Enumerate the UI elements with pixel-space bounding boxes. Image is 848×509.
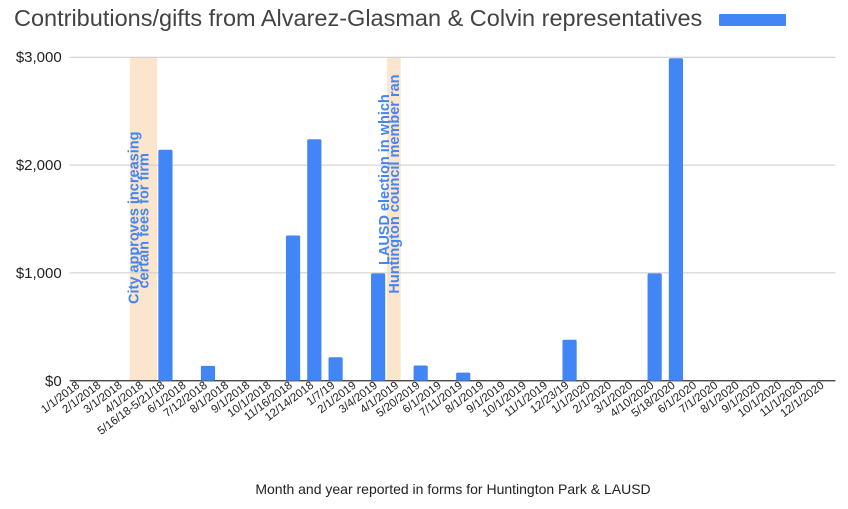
svg-text:$2,000: $2,000: [16, 157, 62, 174]
svg-text:$3,000: $3,000: [16, 49, 62, 66]
svg-text:certain fees for firm: certain fees for firm: [136, 153, 152, 288]
svg-text:Huntington council member ran: Huntington council member ran: [387, 74, 403, 293]
svg-text:$1,000: $1,000: [16, 265, 62, 282]
svg-text:$0: $0: [45, 373, 62, 390]
